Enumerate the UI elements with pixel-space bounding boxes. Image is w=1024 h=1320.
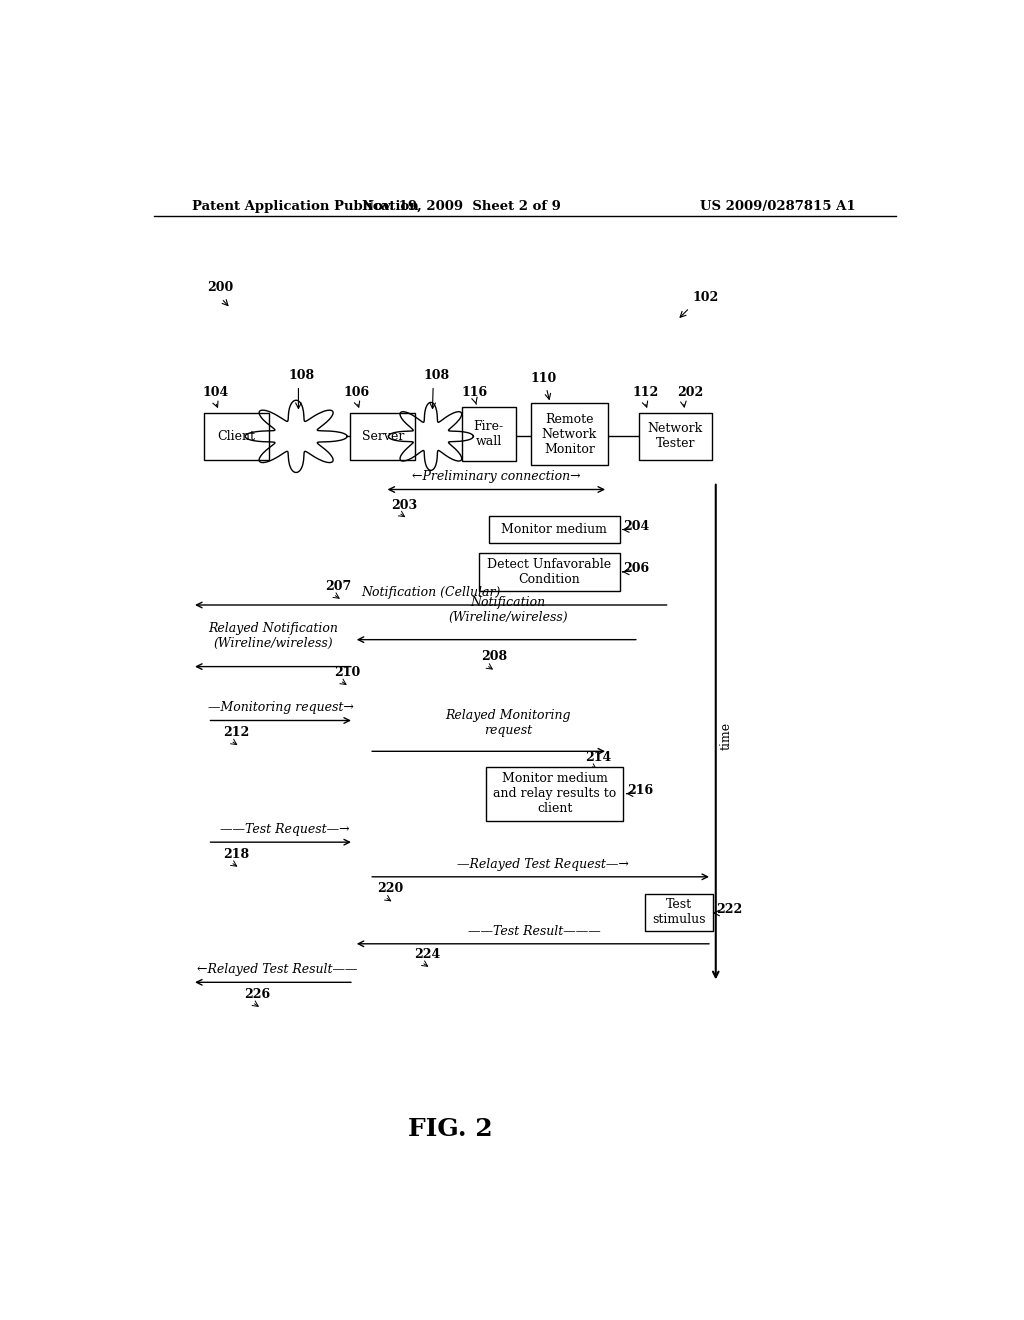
Text: Nov. 19, 2009  Sheet 2 of 9: Nov. 19, 2009 Sheet 2 of 9 bbox=[362, 199, 561, 213]
Text: 222: 222 bbox=[716, 903, 742, 916]
Text: 214: 214 bbox=[585, 751, 611, 763]
Text: 212: 212 bbox=[223, 726, 249, 739]
Text: Client: Client bbox=[217, 430, 255, 444]
Text: Test
stimulus: Test stimulus bbox=[652, 898, 706, 927]
Text: 110: 110 bbox=[531, 372, 557, 384]
FancyBboxPatch shape bbox=[531, 404, 608, 465]
Text: Fire-
wall: Fire- wall bbox=[473, 420, 504, 447]
Text: 108: 108 bbox=[423, 368, 450, 381]
FancyBboxPatch shape bbox=[462, 407, 515, 461]
Text: 116: 116 bbox=[462, 385, 487, 399]
Text: 226: 226 bbox=[245, 987, 270, 1001]
Text: Relayed Notification
(Wireline/wireless): Relayed Notification (Wireline/wireless) bbox=[208, 622, 338, 649]
Text: 224: 224 bbox=[414, 948, 440, 961]
Text: time: time bbox=[720, 722, 733, 750]
Text: 216: 216 bbox=[628, 784, 653, 797]
Text: 208: 208 bbox=[481, 651, 507, 664]
Text: Notification (Cellular): Notification (Cellular) bbox=[361, 586, 501, 599]
Text: 204: 204 bbox=[624, 520, 649, 532]
Text: Detect Unfavorable
Condition: Detect Unfavorable Condition bbox=[487, 558, 611, 586]
FancyBboxPatch shape bbox=[645, 894, 713, 931]
Text: 218: 218 bbox=[223, 847, 249, 861]
Text: US 2009/0287815 A1: US 2009/0287815 A1 bbox=[699, 199, 855, 213]
Text: Monitor medium
and relay results to
client: Monitor medium and relay results to clie… bbox=[494, 772, 616, 816]
Text: Server: Server bbox=[361, 430, 403, 444]
Text: Patent Application Publication: Patent Application Publication bbox=[193, 199, 419, 213]
Text: 210: 210 bbox=[335, 665, 360, 678]
Text: 220: 220 bbox=[377, 882, 403, 895]
FancyBboxPatch shape bbox=[350, 412, 416, 461]
Text: 200: 200 bbox=[208, 281, 233, 294]
Text: 206: 206 bbox=[624, 562, 649, 576]
Text: 207: 207 bbox=[326, 579, 351, 593]
Text: 104: 104 bbox=[203, 385, 229, 399]
Text: ←Relayed Test Result——: ←Relayed Test Result—— bbox=[197, 964, 357, 977]
FancyBboxPatch shape bbox=[479, 553, 620, 591]
Text: Remote
Network
Monitor: Remote Network Monitor bbox=[542, 413, 597, 455]
FancyBboxPatch shape bbox=[486, 767, 624, 821]
Text: ——Test Request—→: ——Test Request—→ bbox=[220, 822, 349, 836]
Text: 112: 112 bbox=[633, 385, 658, 399]
Text: FIG. 2: FIG. 2 bbox=[408, 1117, 493, 1140]
Text: ——Test Result———: ——Test Result——— bbox=[468, 924, 601, 937]
Text: 102: 102 bbox=[692, 290, 719, 304]
Text: 203: 203 bbox=[391, 499, 417, 512]
Text: 106: 106 bbox=[344, 385, 370, 399]
Text: ←Preliminary connection→: ←Preliminary connection→ bbox=[412, 470, 581, 483]
Text: Monitor medium: Monitor medium bbox=[501, 524, 607, 536]
FancyBboxPatch shape bbox=[488, 516, 620, 544]
Text: Network
Tester: Network Tester bbox=[648, 422, 702, 450]
FancyBboxPatch shape bbox=[204, 412, 269, 461]
Text: 108: 108 bbox=[289, 368, 314, 381]
FancyBboxPatch shape bbox=[639, 412, 712, 461]
Polygon shape bbox=[388, 403, 473, 470]
Text: 202: 202 bbox=[677, 385, 703, 399]
Text: —Relayed Test Request—→: —Relayed Test Request—→ bbox=[457, 858, 629, 871]
Text: —Monitoring request→: —Monitoring request→ bbox=[208, 701, 353, 714]
Text: Notification
(Wireline/wireless): Notification (Wireline/wireless) bbox=[449, 597, 567, 624]
Polygon shape bbox=[245, 400, 347, 473]
Text: Relayed Monitoring
request: Relayed Monitoring request bbox=[445, 709, 570, 738]
